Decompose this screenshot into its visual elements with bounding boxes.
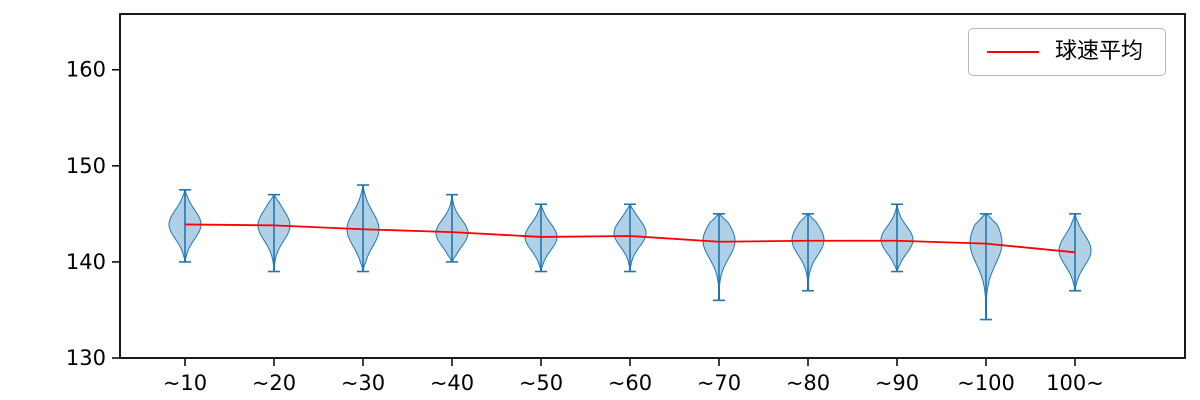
y-tick-label: 160 bbox=[66, 58, 106, 82]
axes-spines bbox=[119, 13, 1186, 359]
x-tick-label: ~100 bbox=[957, 371, 1015, 395]
y-tick-label: 130 bbox=[66, 346, 106, 370]
mean-line-legend-icon bbox=[986, 51, 1039, 53]
x-tick-label: ~40 bbox=[430, 371, 474, 395]
x-tick-label: ~80 bbox=[786, 371, 830, 395]
y-tick-label: 150 bbox=[66, 154, 106, 178]
x-tick-label: ~20 bbox=[252, 371, 296, 395]
legend: 球速平均 bbox=[967, 28, 1166, 76]
x-tick-label: ~60 bbox=[608, 371, 652, 395]
x-tick-label: ~50 bbox=[519, 371, 563, 395]
x-tick-label: ~90 bbox=[875, 371, 919, 395]
x-tick-label: ~70 bbox=[697, 371, 741, 395]
x-tick-label: ~10 bbox=[163, 371, 207, 395]
x-tick-label: ~30 bbox=[341, 371, 385, 395]
x-tick-label: 100~ bbox=[1046, 371, 1104, 395]
mean-line bbox=[184, 223, 1076, 254]
legend-label: 球速平均 bbox=[1054, 39, 1143, 64]
y-tick-label: 140 bbox=[66, 250, 106, 274]
